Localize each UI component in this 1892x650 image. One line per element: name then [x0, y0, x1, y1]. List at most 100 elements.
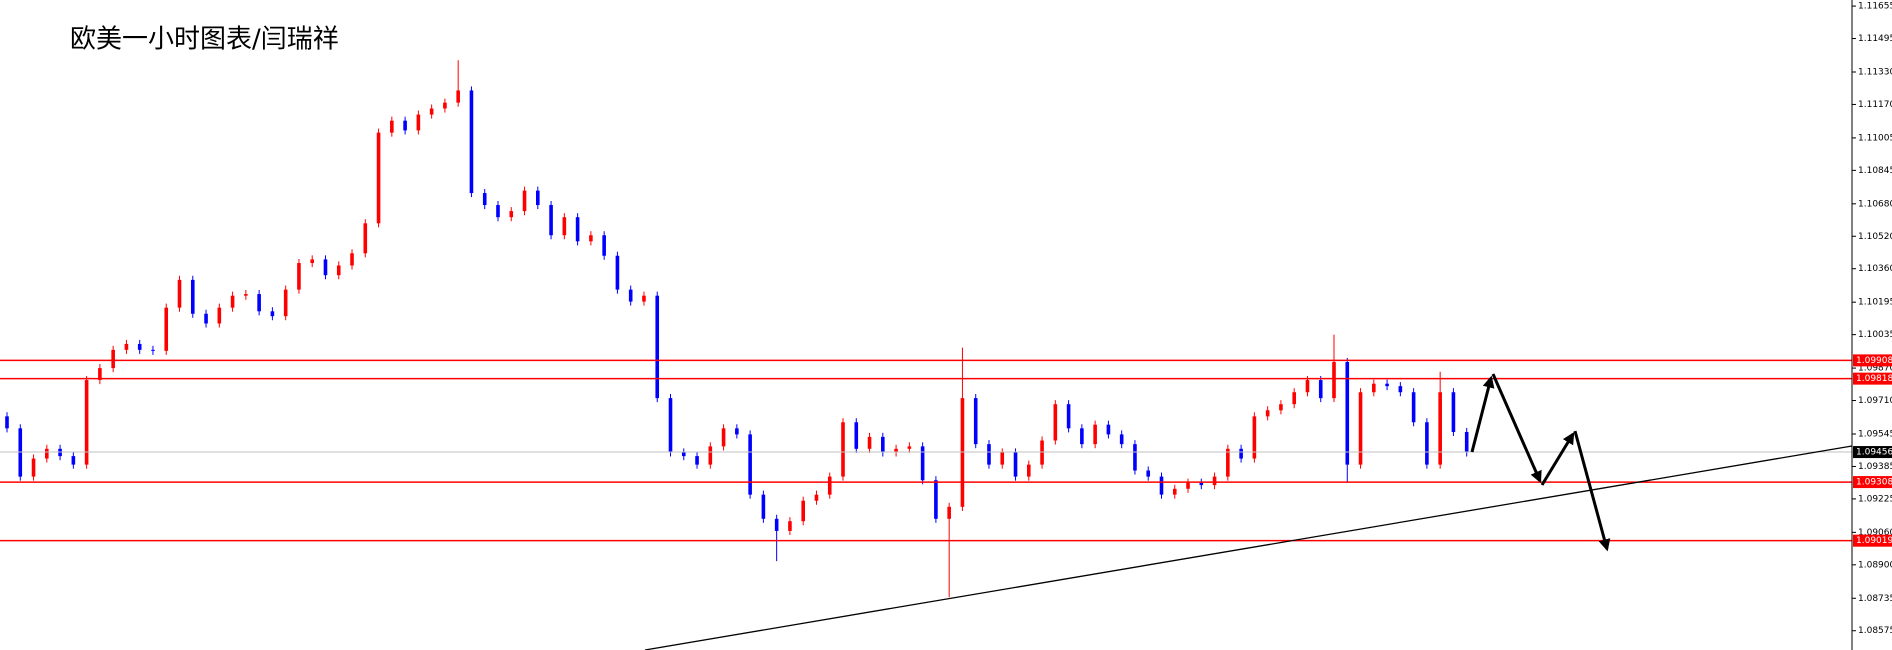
candle-body — [920, 446, 925, 481]
arrow — [1540, 431, 1575, 486]
arrow — [1491, 373, 1542, 484]
candle-body — [867, 436, 872, 449]
candle-body — [177, 279, 182, 308]
candle-body — [1411, 392, 1416, 423]
candle-body — [270, 311, 275, 317]
candle-body — [814, 494, 819, 501]
candle-body — [390, 120, 394, 133]
level-label-box — [1853, 476, 1892, 489]
candle-body — [416, 114, 421, 131]
candle-body — [323, 259, 328, 276]
candle-body — [774, 518, 779, 531]
candle-body — [655, 295, 660, 399]
candle-body — [310, 259, 315, 264]
candle-body — [164, 307, 169, 351]
candle-body — [283, 289, 288, 317]
candle-body — [1172, 488, 1177, 495]
candle-body — [1119, 434, 1124, 445]
y-tick-label: 1.08900 — [1858, 560, 1892, 570]
candle-body — [230, 295, 235, 308]
candle-body — [748, 434, 752, 495]
y-tick-label: 1.09870 — [1858, 364, 1892, 374]
candle-body — [350, 253, 354, 266]
candle-body — [1425, 422, 1429, 465]
candle-body — [217, 307, 222, 324]
y-tick-label: 1.10360 — [1858, 264, 1892, 274]
current-price-label: 1.09456 — [1856, 448, 1892, 458]
level-label-box — [1853, 534, 1892, 547]
candle-body — [788, 521, 792, 531]
candle-body — [628, 289, 633, 302]
candle-body — [735, 428, 739, 435]
candle-body — [1318, 380, 1323, 399]
y-tick-label: 1.11330 — [1858, 67, 1892, 77]
candle-body — [562, 217, 567, 236]
candle-body — [5, 416, 9, 429]
candle-body — [297, 263, 301, 290]
y-tick-label: 1.09225 — [1858, 494, 1892, 504]
candle-body — [456, 90, 460, 103]
candle-body — [336, 265, 341, 276]
candle-body — [98, 368, 102, 381]
candle-body — [71, 456, 76, 465]
candle-body — [1252, 416, 1257, 459]
candle-body — [1000, 452, 1005, 465]
candle-body — [496, 205, 500, 218]
candle-body — [45, 448, 49, 459]
candle-body — [1332, 362, 1336, 399]
candle-body — [1186, 482, 1190, 489]
y-tick-label: 1.10195 — [1858, 298, 1892, 308]
y-tick-label: 1.09060 — [1858, 528, 1892, 538]
y-tick-label: 1.10520 — [1858, 232, 1892, 242]
candle-body — [1106, 424, 1111, 435]
level-label-box — [1853, 354, 1892, 367]
y-tick-label: 1.11495 — [1858, 34, 1892, 44]
candle-body — [1226, 448, 1230, 477]
candle-body — [151, 349, 155, 351]
candle-body — [84, 380, 89, 465]
y-tick-label: 1.11170 — [1858, 100, 1892, 110]
candle-body — [469, 90, 474, 194]
candle-body — [907, 446, 912, 449]
candle-body — [403, 120, 407, 131]
level-label: 1.09019 — [1856, 536, 1892, 546]
candle-body — [881, 436, 885, 453]
candle-body — [1292, 392, 1296, 405]
candle-body — [1398, 386, 1403, 393]
candle-body — [124, 343, 129, 350]
candle-body — [1345, 362, 1350, 465]
candle-body — [522, 190, 527, 212]
candle-body — [1372, 383, 1376, 393]
candle-body — [1305, 380, 1310, 393]
projection-arrows — [1470, 373, 1611, 552]
candle-body — [1358, 392, 1363, 465]
y-tick-label: 1.11655 — [1858, 2, 1892, 12]
y-tick-label: 1.10845 — [1858, 166, 1892, 176]
candle-body — [642, 295, 646, 302]
candle-body — [1265, 410, 1270, 417]
y-tick-label: 1.08735 — [1858, 594, 1892, 604]
candle-body — [1159, 476, 1164, 495]
candle-body — [695, 456, 699, 465]
current-price-box — [1853, 446, 1892, 459]
candle-body — [376, 132, 381, 224]
level-label: 1.09908 — [1856, 356, 1892, 366]
y-tick-label: 1.11005 — [1858, 133, 1892, 143]
candle-body — [1026, 464, 1031, 477]
candle-body — [1464, 431, 1469, 453]
candle-body — [536, 190, 540, 206]
candle-body — [761, 494, 766, 519]
candle-body — [894, 448, 898, 453]
level-label: 1.09818 — [1856, 374, 1892, 384]
candle-body — [1199, 482, 1204, 486]
y-axis-labels: 1.11655 1.11495 1.11330 1.11170 1.11005 1.108… — [1852, 2, 1892, 636]
candle-body — [575, 217, 580, 242]
candle-body — [1438, 392, 1442, 465]
candle-body — [615, 255, 620, 290]
candle-body — [1146, 470, 1151, 477]
candle-body — [190, 279, 195, 314]
candle-body — [482, 193, 487, 206]
